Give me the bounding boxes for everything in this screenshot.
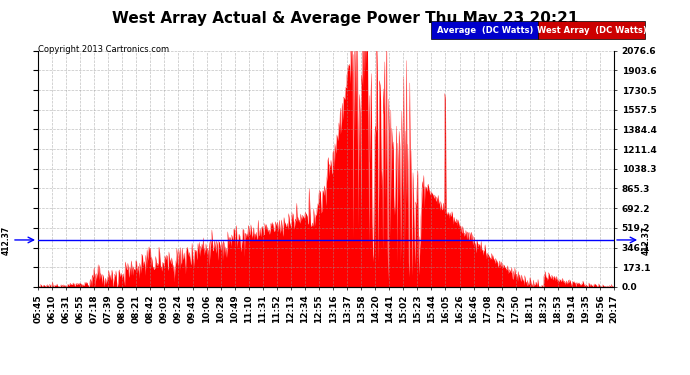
Text: 412.37: 412.37 [2, 225, 11, 255]
Text: West Array  (DC Watts): West Array (DC Watts) [537, 26, 647, 35]
Text: West Array Actual & Average Power Thu May 23 20:21: West Array Actual & Average Power Thu Ma… [112, 11, 578, 26]
Text: Average  (DC Watts): Average (DC Watts) [437, 26, 533, 35]
Text: Copyright 2013 Cartronics.com: Copyright 2013 Cartronics.com [38, 45, 169, 54]
Text: 412.37: 412.37 [641, 225, 650, 255]
